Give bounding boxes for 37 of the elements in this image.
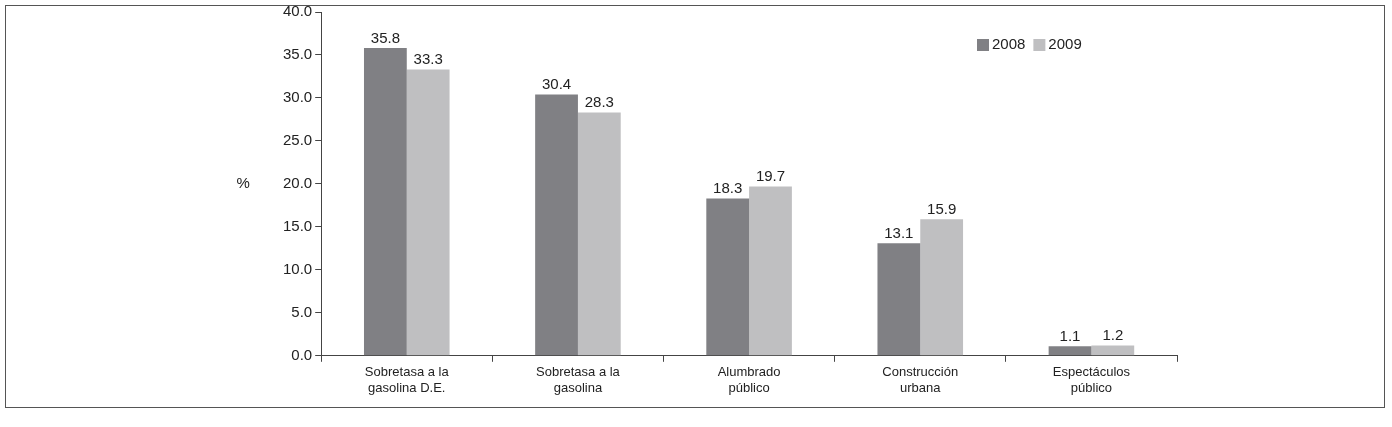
data-label: 18.3: [713, 179, 743, 197]
data-label: 33.3: [413, 50, 443, 68]
bar: [535, 94, 578, 356]
bar: [1091, 345, 1135, 356]
y-tick-label: 35.0: [282, 45, 313, 63]
data-label: 28.3: [584, 93, 614, 111]
bar: [920, 219, 964, 356]
bar: [363, 48, 407, 356]
data-label: 1.1: [1059, 326, 1081, 344]
y-tick-label: 5.0: [291, 302, 313, 320]
bar: [706, 198, 750, 356]
x-tick-label: Sobretasa a la gasolina: [536, 364, 621, 395]
bar: [749, 186, 792, 356]
y-tick-label: 30.0: [282, 88, 313, 106]
data-label: 30.4: [541, 75, 572, 93]
y-tick-label: 25.0: [282, 131, 313, 149]
x-tick-label: Alumbrado público: [717, 364, 781, 395]
y-axis-title: %: [236, 174, 250, 192]
bar: [877, 243, 921, 356]
legend-label: 2008: [992, 35, 1026, 53]
y-tick-label: 40.0: [282, 2, 313, 20]
data-label: 1.2: [1102, 326, 1124, 344]
y-tick-label: 20.0: [282, 174, 313, 192]
y-tick-label: 15.0: [282, 217, 313, 235]
x-tick-label: Construcción urbana: [882, 364, 959, 395]
y-tick-label: 0.0: [291, 345, 313, 363]
data-label: 15.9: [927, 199, 957, 217]
legend-label: 2009: [1048, 35, 1082, 53]
bar: [577, 112, 621, 356]
x-tick-label: Espectáculos público: [1052, 364, 1131, 395]
bar: [406, 69, 450, 356]
data-label: 35.8: [370, 28, 400, 46]
y-tick-label: 10.0: [282, 259, 313, 277]
x-tick-label: Sobretasa a la gasolina D.E.: [364, 364, 450, 395]
bar: [1048, 346, 1092, 356]
data-label: 13.1: [884, 223, 914, 241]
data-label: 19.7: [755, 167, 786, 185]
